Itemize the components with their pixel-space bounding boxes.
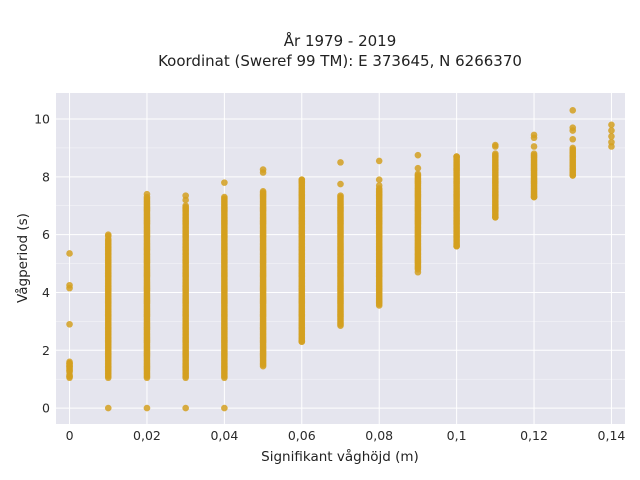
data-column	[221, 179, 228, 412]
x-tick-label: 0,06	[288, 428, 316, 443]
data-point	[492, 150, 499, 158]
y-tick-label: 10	[34, 112, 50, 127]
data-column	[298, 176, 306, 345]
data-point	[492, 214, 499, 221]
data-point	[414, 268, 422, 276]
x-tick-label: 0,12	[520, 428, 548, 443]
data-points	[66, 107, 615, 412]
data-point	[259, 187, 267, 195]
data-point	[182, 202, 189, 210]
chart-title-line-1: År 1979 - 2019	[284, 31, 397, 50]
data-point	[143, 404, 151, 412]
data-point	[182, 404, 189, 412]
data-point	[414, 170, 422, 178]
data-column	[608, 121, 615, 150]
data-point	[608, 138, 615, 146]
data-point	[569, 135, 577, 143]
x-axis-title: Signifikant våghöjd (m)	[261, 448, 419, 465]
data-column	[414, 151, 422, 276]
data-point	[530, 193, 538, 201]
data-point	[569, 144, 577, 152]
data-column	[66, 250, 73, 382]
data-point	[221, 193, 228, 201]
data-point	[569, 107, 577, 114]
data-point	[298, 338, 306, 345]
data-column	[453, 153, 460, 250]
data-point	[143, 190, 151, 198]
data-point	[453, 153, 460, 160]
data-point	[375, 157, 383, 165]
data-point	[259, 166, 267, 173]
x-tick-label: 0,02	[133, 428, 161, 443]
data-point	[104, 404, 112, 412]
data-point	[337, 159, 344, 166]
data-point	[259, 362, 267, 370]
data-point	[608, 121, 615, 129]
data-point	[608, 133, 615, 140]
data-point	[104, 231, 112, 238]
y-axis-title: Vågperiod (s)	[14, 213, 31, 303]
x-tick-labels: 0 0,02 0,04 0,06 0,08 0,1 0,12 0,14	[66, 428, 626, 443]
y-tick-label: 2	[42, 343, 50, 358]
data-point	[530, 143, 538, 150]
chart-title-line-2: Koordinat (Sweref 99 TM): E 373645, N 62…	[158, 52, 522, 70]
data-point	[66, 373, 73, 380]
data-point	[375, 182, 383, 189]
data-point	[298, 176, 306, 184]
data-column	[104, 231, 112, 412]
data-point	[66, 281, 73, 289]
data-point	[337, 322, 344, 330]
y-tick-label: 4	[42, 285, 50, 300]
x-tick-label: 0,14	[598, 428, 626, 443]
data-point	[414, 164, 422, 172]
data-point	[66, 359, 73, 367]
data-point	[569, 124, 577, 131]
data-point	[221, 179, 228, 186]
data-point	[182, 192, 189, 199]
data-point	[375, 176, 383, 184]
data-point	[66, 320, 73, 328]
data-point	[569, 172, 577, 179]
x-tick-label: 0,04	[210, 428, 238, 443]
data-column	[492, 141, 499, 221]
y-tick-label: 8	[42, 169, 50, 184]
y-tick-labels: 0 2 4 6 8 10	[34, 112, 50, 416]
x-tick-label: 0,08	[365, 428, 393, 443]
data-column	[259, 166, 267, 370]
data-column	[337, 159, 344, 330]
data-point	[337, 180, 344, 188]
data-point	[221, 404, 228, 412]
x-tick-label: 0	[66, 428, 74, 443]
data-point	[453, 242, 460, 250]
data-point	[608, 127, 615, 134]
data-column	[530, 131, 538, 201]
data-column	[569, 107, 577, 179]
data-point	[492, 141, 499, 149]
x-tick-label: 0,1	[447, 428, 467, 443]
data-point	[530, 131, 538, 139]
data-point	[530, 150, 538, 158]
data-point	[414, 151, 422, 159]
data-point	[337, 192, 344, 199]
data-column	[375, 157, 383, 309]
data-point	[375, 302, 383, 309]
y-tick-label: 6	[42, 227, 50, 242]
data-column	[182, 192, 189, 412]
data-column	[143, 190, 151, 412]
data-point	[66, 250, 73, 257]
y-tick-label: 0	[42, 401, 50, 416]
